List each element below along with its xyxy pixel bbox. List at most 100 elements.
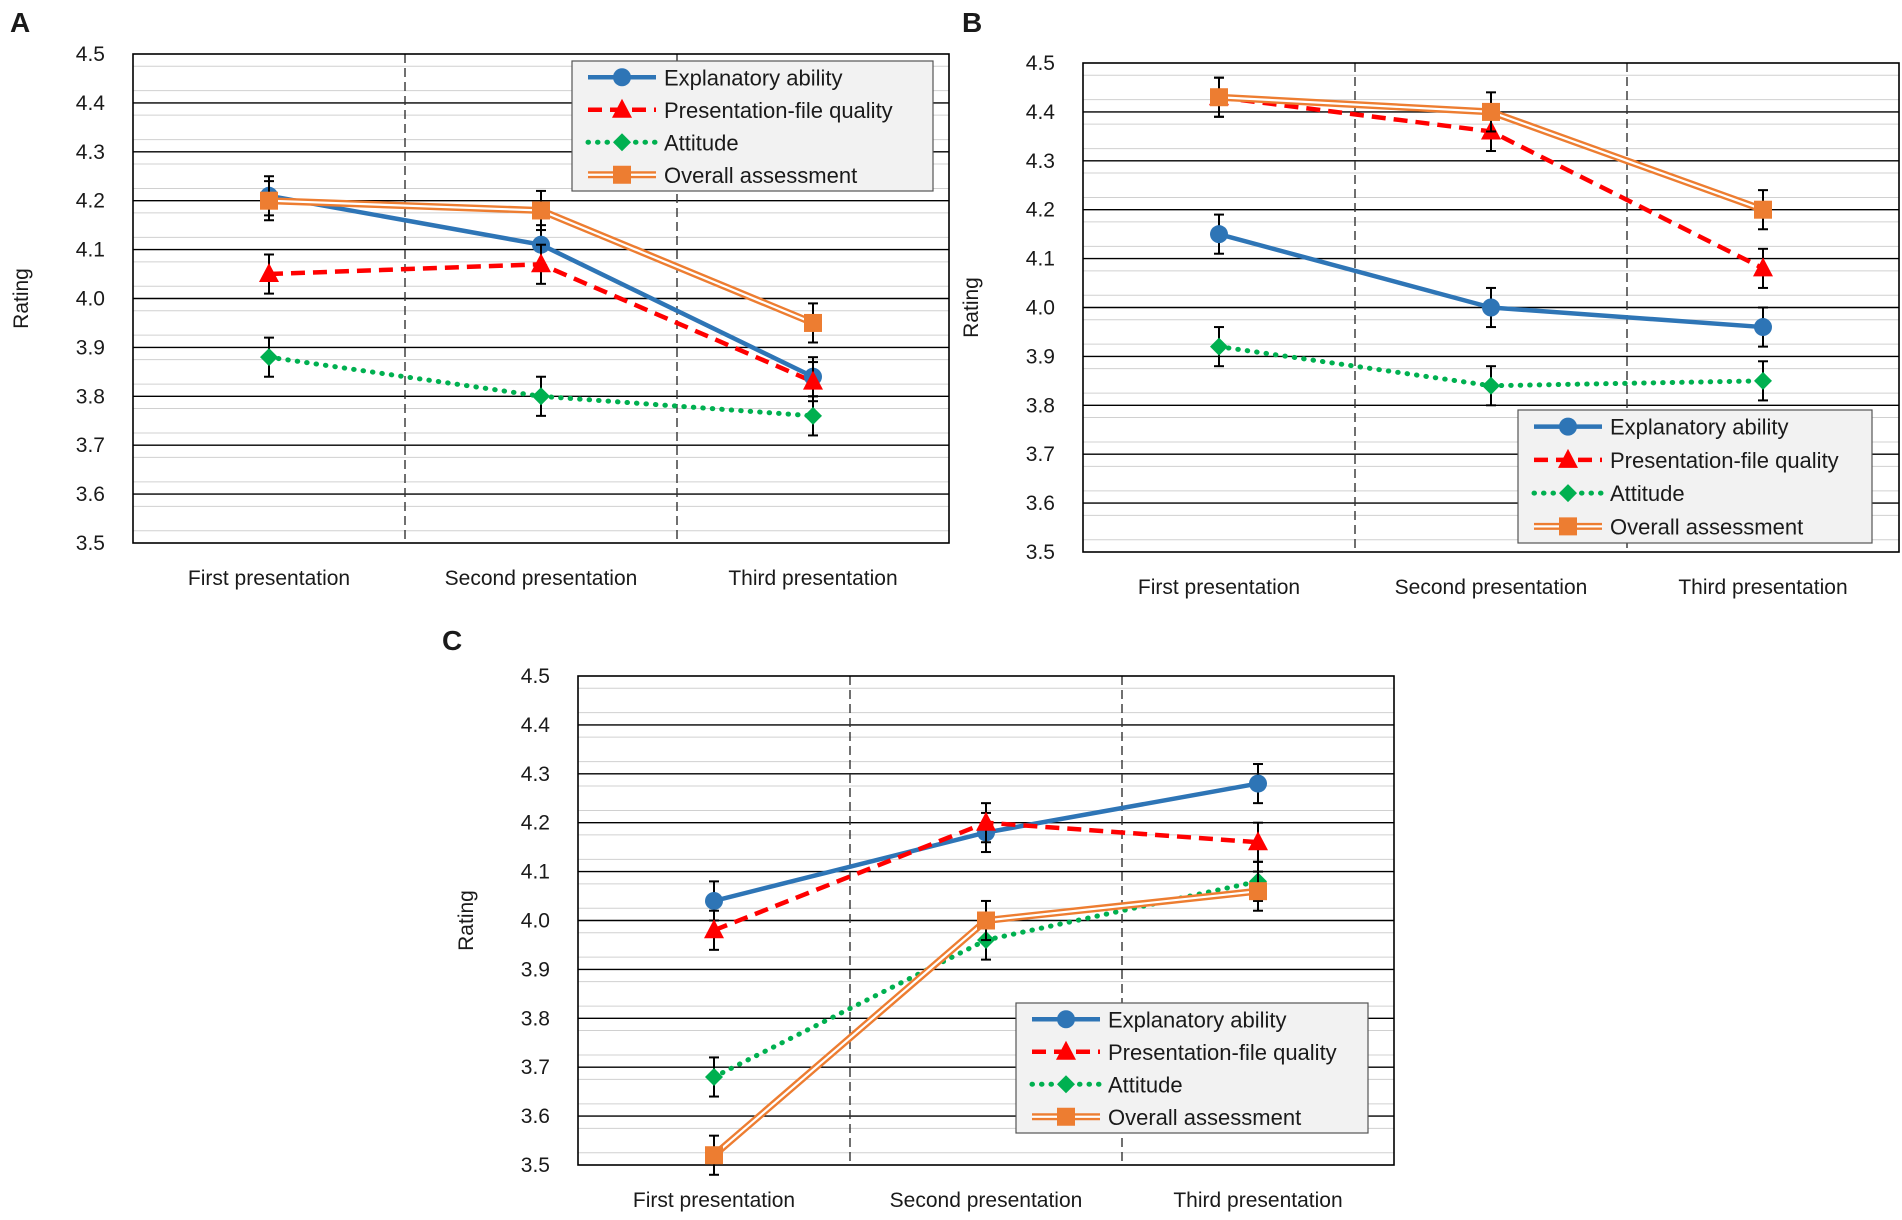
legend-label-explanatory: Explanatory ability bbox=[1610, 415, 1789, 440]
y-tick-label: 4.2 bbox=[76, 190, 105, 213]
legend-label-explanatory: Explanatory ability bbox=[1108, 1007, 1287, 1032]
data-point-file_quality bbox=[531, 253, 551, 273]
panel-b-letter: B bbox=[962, 7, 982, 38]
x-tick-label: Second presentation bbox=[890, 1189, 1083, 1212]
y-tick-label: 3.9 bbox=[76, 336, 105, 359]
y-tick-label: 4.4 bbox=[1026, 101, 1056, 124]
legend: Explanatory ability Presentation-file qua… bbox=[571, 60, 934, 192]
legend-marker-explanatory bbox=[613, 68, 631, 87]
legend-box bbox=[571, 60, 934, 192]
legend-marker-overall bbox=[1057, 1107, 1075, 1126]
legend-label-overall: Overall assessment bbox=[664, 163, 857, 188]
y-tick-label: 4.5 bbox=[1026, 52, 1055, 75]
x-tick-label: Third presentation bbox=[1173, 1189, 1342, 1212]
y-tick-label: 4.5 bbox=[76, 43, 105, 66]
data-point-file_quality bbox=[1753, 257, 1773, 277]
data-point-explanatory bbox=[1210, 225, 1228, 244]
data-point-overall bbox=[1754, 200, 1772, 219]
data-point-attitude bbox=[804, 406, 822, 425]
y-tick-label: 4.4 bbox=[76, 92, 106, 115]
y-axis-label: Rating bbox=[10, 268, 33, 329]
legend-marker-file_quality bbox=[1558, 448, 1578, 468]
data-point-file_quality bbox=[259, 263, 279, 283]
legend-marker-explanatory bbox=[1057, 1010, 1075, 1029]
y-tick-label: 4.4 bbox=[521, 714, 551, 737]
y-tick-label: 4.5 bbox=[521, 665, 550, 688]
y-tick-label: 3.7 bbox=[1026, 443, 1055, 466]
y-tick-label: 4.0 bbox=[1026, 297, 1055, 320]
data-point-overall bbox=[1249, 882, 1267, 901]
data-point-overall bbox=[260, 191, 278, 210]
legend-marker-attitude bbox=[613, 133, 631, 152]
y-tick-label: 3.8 bbox=[1026, 394, 1055, 417]
data-point-attitude bbox=[1754, 371, 1772, 390]
data-point-file_quality bbox=[976, 811, 996, 831]
legend-label-overall: Overall assessment bbox=[1610, 514, 1803, 539]
data-point-explanatory bbox=[1249, 774, 1267, 793]
legend-marker-overall bbox=[1559, 517, 1577, 536]
legend-label-attitude: Attitude bbox=[1610, 481, 1685, 506]
data-point-explanatory bbox=[1754, 318, 1772, 337]
data-point-file_quality bbox=[803, 370, 823, 390]
x-tick-label: First presentation bbox=[1138, 576, 1300, 599]
y-tick-label: 3.8 bbox=[521, 1007, 550, 1030]
y-tick-label: 4.2 bbox=[1026, 199, 1055, 222]
y-tick-label: 3.6 bbox=[1026, 492, 1055, 515]
y-tick-label: 4.3 bbox=[521, 763, 550, 786]
legend-label-overall: Overall assessment bbox=[1108, 1105, 1301, 1130]
y-axis-label: Rating bbox=[960, 277, 983, 338]
y-tick-label: 3.8 bbox=[76, 385, 105, 408]
data-point-overall bbox=[1482, 102, 1500, 121]
legend-marker-attitude bbox=[1057, 1075, 1075, 1094]
data-point-overall bbox=[804, 313, 822, 332]
data-point-attitude bbox=[705, 1067, 723, 1086]
legend-marker-file_quality bbox=[1056, 1040, 1076, 1060]
y-tick-label: 4.0 bbox=[76, 288, 105, 311]
y-tick-label: 3.6 bbox=[521, 1105, 550, 1128]
x-tick-label: Second presentation bbox=[1395, 576, 1588, 599]
y-tick-label: 3.5 bbox=[76, 532, 105, 555]
x-tick-label: First presentation bbox=[633, 1189, 795, 1212]
panel-b: B 3.5 3.6 3.7 3.8 3.9 4.0 4.1 4.2 4.3 4.4 4.5 First … bbox=[960, 7, 1900, 599]
y-tick-label: 3.7 bbox=[76, 434, 105, 457]
legend-label-attitude: Attitude bbox=[1108, 1072, 1183, 1097]
y-tick-label: 3.5 bbox=[1026, 541, 1055, 564]
data-point-attitude bbox=[1482, 376, 1500, 395]
plot-area bbox=[1082, 62, 1900, 553]
data-point-explanatory bbox=[1482, 298, 1500, 317]
data-point-attitude bbox=[1210, 337, 1228, 356]
y-tick-label: 4.1 bbox=[1026, 248, 1055, 271]
y-tick-label: 4.2 bbox=[521, 812, 550, 835]
y-axis-label: Rating bbox=[455, 890, 478, 951]
y-tick-label: 3.7 bbox=[521, 1056, 550, 1079]
x-tick-label: Third presentation bbox=[728, 567, 897, 590]
y-tick-label: 4.1 bbox=[76, 239, 105, 262]
legend: Explanatory ability Presentation-file qua… bbox=[1517, 409, 1873, 544]
x-tick-label: Second presentation bbox=[445, 567, 638, 590]
panel-c-letter: C bbox=[442, 625, 462, 656]
legend-marker-file_quality bbox=[612, 98, 632, 118]
y-tick-label: 3.5 bbox=[521, 1154, 550, 1177]
data-point-file_quality bbox=[1248, 831, 1268, 851]
legend-marker-explanatory bbox=[1559, 417, 1577, 436]
x-tick-label: Third presentation bbox=[1678, 576, 1847, 599]
x-tick-label: First presentation bbox=[188, 567, 350, 590]
y-tick-label: 4.1 bbox=[521, 861, 550, 884]
data-point-overall bbox=[977, 911, 995, 930]
y-tick-label: 4.3 bbox=[76, 141, 105, 164]
plot-area bbox=[577, 675, 1395, 1166]
data-point-overall bbox=[705, 1146, 723, 1165]
data-point-file_quality bbox=[704, 919, 724, 939]
legend-label-file_quality: Presentation-file quality bbox=[1610, 448, 1839, 473]
panel-a-letter: A bbox=[10, 7, 30, 38]
legend-marker-attitude bbox=[1559, 484, 1577, 503]
data-point-overall bbox=[532, 201, 550, 220]
legend-label-file_quality: Presentation-file quality bbox=[664, 98, 893, 123]
y-tick-label: 4.0 bbox=[521, 910, 550, 933]
data-point-explanatory bbox=[705, 891, 723, 910]
legend: Explanatory ability Presentation-file qua… bbox=[1015, 1002, 1369, 1134]
y-tick-label: 3.9 bbox=[521, 958, 550, 981]
y-tick-label: 4.3 bbox=[1026, 150, 1055, 173]
plot-area bbox=[132, 53, 950, 544]
